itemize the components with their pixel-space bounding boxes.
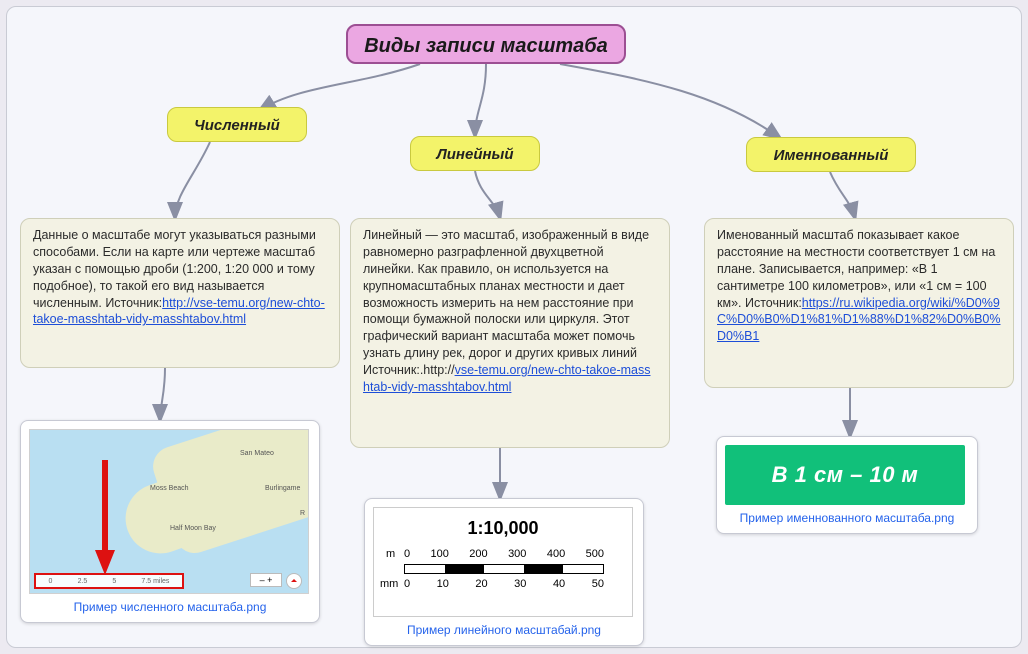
image-caption-link[interactable]: Пример линейного масштабай.png <box>407 623 601 637</box>
scalebar-tick: 7.5 miles <box>141 578 169 585</box>
image-caption-link[interactable]: Пример именнованного масштаба.png <box>740 511 955 525</box>
image-card-named: В 1 см – 10 м Пример именнованного масшта… <box>716 436 978 534</box>
compass-icon <box>286 573 302 589</box>
tick-top: 0 <box>404 548 410 560</box>
category-numeric: Численный <box>167 107 307 142</box>
unit-label-mm: mm <box>380 578 398 590</box>
tick-bot: 50 <box>592 578 604 590</box>
scale-segment <box>445 565 485 573</box>
scalebar-tick: 5 <box>112 578 116 585</box>
map-town-label: Burlingame <box>265 485 300 492</box>
image-caption: Пример линейного масштабай.png <box>373 623 635 637</box>
image-caption: Пример именнованного масштаба.png <box>725 511 969 525</box>
map-town-label: San Mateo <box>240 450 274 457</box>
red-arrow-icon <box>90 460 120 580</box>
tick-top: 100 <box>431 548 449 560</box>
tick-bot: 20 <box>475 578 487 590</box>
image-card-numeric: San Mateo Moss Beach Half Moon Bay Burlinga… <box>20 420 320 623</box>
map-scalebar: 0 2.5 5 7.5 miles <box>34 573 184 589</box>
image-caption: Пример численного масштаба.png <box>29 600 311 614</box>
scale-ratio: 1:10,000 <box>374 518 632 539</box>
description-linear: Линейный — это масштаб, изображенный в в… <box>350 218 670 448</box>
map-zoom-control: – + <box>250 573 282 587</box>
named-scale-thumbnail: В 1 см – 10 м <box>725 445 965 505</box>
unit-label-m: m <box>386 548 395 560</box>
description-text: Линейный — это масштаб, изображенный в в… <box>363 228 649 377</box>
scale-segment <box>405 565 445 573</box>
category-linear: Линейный <box>410 136 540 171</box>
image-card-linear: 1:10,000mmm010020030040050001020304050Пр… <box>364 498 644 646</box>
category-named: Именнованный <box>746 137 916 172</box>
root-title: Виды записи масштаба <box>346 24 626 64</box>
map-town-label: Half Moon Bay <box>170 525 216 532</box>
linear-scale-thumbnail: 1:10,000mmm010020030040050001020304050 <box>373 507 633 617</box>
description-named: Именованный масштаб показывает какое рас… <box>704 218 1014 388</box>
tick-top: 300 <box>508 548 526 560</box>
tick-bot: 40 <box>553 578 565 590</box>
tick-top: 500 <box>586 548 604 560</box>
scalebar-tick: 0 <box>49 578 53 585</box>
scale-segment <box>524 565 564 573</box>
map-town-label: R <box>300 510 305 517</box>
scale-segment <box>563 565 603 573</box>
tick-bot: 0 <box>404 578 410 590</box>
scale-segment <box>484 565 524 573</box>
map-town-label: Moss Beach <box>150 485 189 492</box>
tick-top: 200 <box>469 548 487 560</box>
map-thumbnail: San Mateo Moss Beach Half Moon Bay Burlinga… <box>29 429 309 594</box>
linear-scale-bar <box>404 564 604 574</box>
tick-top: 400 <box>547 548 565 560</box>
scalebar-tick: 2.5 <box>78 578 88 585</box>
description-numeric: Данные о масштабе могут указываться разн… <box>20 218 340 368</box>
tick-bot: 30 <box>514 578 526 590</box>
image-caption-link[interactable]: Пример численного масштаба.png <box>74 600 267 614</box>
tick-bot: 10 <box>437 578 449 590</box>
